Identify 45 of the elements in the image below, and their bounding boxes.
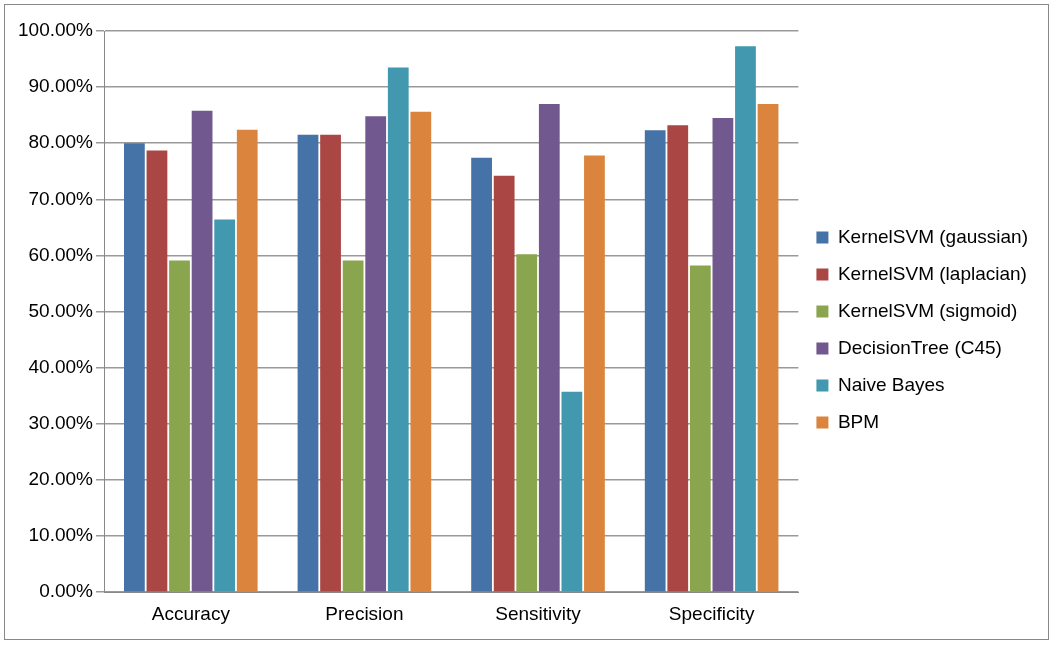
bar bbox=[320, 134, 341, 592]
bar bbox=[757, 103, 779, 592]
bar bbox=[735, 46, 756, 592]
bar bbox=[493, 175, 515, 592]
bar bbox=[365, 116, 387, 592]
y-tick-label: 90.00% bbox=[28, 75, 94, 97]
y-tick-label: 10.00% bbox=[28, 524, 94, 546]
bar bbox=[689, 265, 711, 592]
y-tick-label: 100.00% bbox=[17, 19, 94, 41]
legend-label: BPM bbox=[837, 410, 880, 432]
x-tick-label: Accuracy bbox=[151, 602, 231, 624]
legend-label: KernelSVM (laplacian) bbox=[837, 262, 1027, 284]
bar bbox=[191, 110, 213, 592]
legend-label: KernelSVM (gaussian) bbox=[837, 225, 1029, 247]
bar bbox=[516, 254, 538, 592]
bar bbox=[712, 117, 734, 592]
bar bbox=[538, 103, 560, 592]
y-tick-label: 80.00% bbox=[28, 131, 94, 153]
y-tick-label: 30.00% bbox=[28, 412, 94, 434]
bar bbox=[169, 260, 190, 592]
y-tick-label: 20.00% bbox=[28, 468, 94, 490]
x-tick-label: Precision bbox=[325, 602, 404, 624]
bar bbox=[561, 391, 583, 592]
bar bbox=[342, 260, 364, 592]
y-tick-label: 40.00% bbox=[28, 355, 94, 377]
y-tick-label: 50.00% bbox=[28, 299, 94, 321]
bar bbox=[471, 157, 492, 592]
bar bbox=[124, 143, 145, 592]
y-tick-label: 60.00% bbox=[28, 243, 94, 265]
legend-label: Naive Bayes bbox=[837, 373, 945, 395]
bar bbox=[387, 67, 409, 592]
bar bbox=[297, 134, 319, 592]
x-tick-label: Specificity bbox=[668, 602, 755, 624]
bar bbox=[236, 129, 258, 592]
bar bbox=[410, 111, 432, 592]
legend-label: DecisionTree (C45) bbox=[837, 336, 1002, 358]
y-tick-label: 70.00% bbox=[28, 187, 94, 209]
bar bbox=[584, 155, 605, 592]
bar bbox=[146, 150, 168, 592]
bar bbox=[644, 130, 666, 592]
legend-label: KernelSVM (sigmoid) bbox=[837, 299, 1018, 321]
x-tick-label: Sensitivity bbox=[495, 602, 582, 624]
bar bbox=[667, 125, 689, 592]
y-tick-label: 0.00% bbox=[39, 580, 94, 602]
bar bbox=[214, 219, 236, 592]
